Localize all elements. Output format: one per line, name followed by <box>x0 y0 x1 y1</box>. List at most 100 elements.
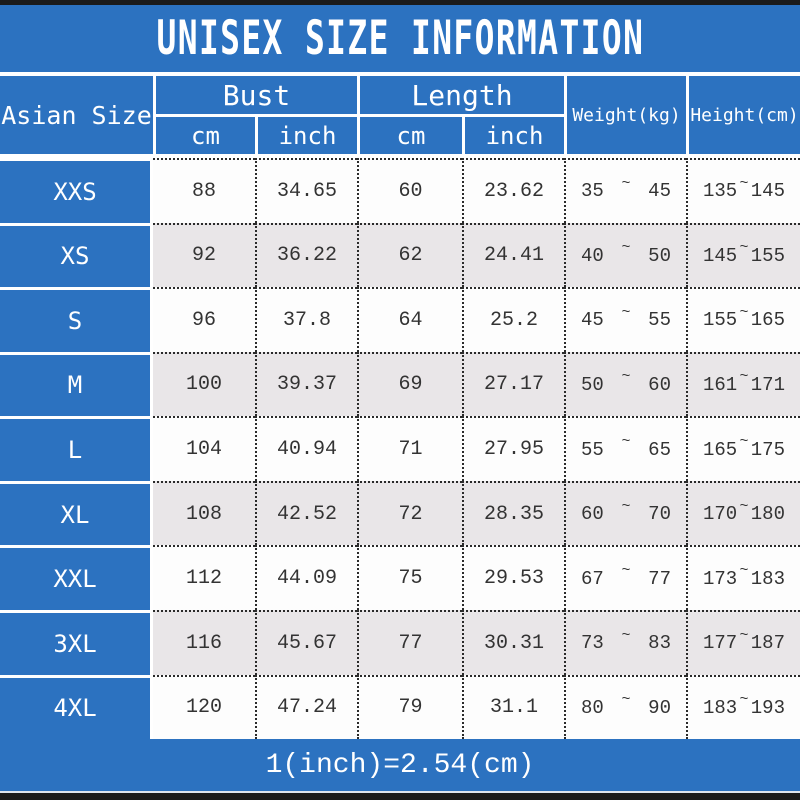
height-range-cell: 183 ~ 193 <box>686 674 800 740</box>
length-cm-cell: 71 <box>357 416 462 481</box>
height-min: 170 <box>703 503 738 526</box>
tilde-symbol: ~ <box>739 433 749 451</box>
height-max: 155 <box>750 244 785 267</box>
weight-max: 83 <box>648 632 671 655</box>
tilde-symbol: ~ <box>739 174 749 192</box>
weight-min: 45 <box>581 309 604 332</box>
height-min: 165 <box>703 438 738 461</box>
size-label-cell: XXL <box>0 545 153 610</box>
weight-max: 50 <box>648 244 671 267</box>
length-cm-cell: 79 <box>357 674 462 740</box>
tilde-symbol: ~ <box>621 239 631 257</box>
tilde-symbol: ~ <box>621 626 631 644</box>
height-min: 145 <box>703 244 738 267</box>
tilde-symbol: ~ <box>739 562 749 580</box>
size-label-cell: M <box>0 351 153 417</box>
length-cm-cell: 62 <box>357 222 462 288</box>
tilde-symbol: ~ <box>621 174 631 192</box>
tilde-symbol: ~ <box>739 626 749 644</box>
weight-min: 55 <box>581 438 604 461</box>
tilde-symbol: ~ <box>621 433 631 451</box>
height-max: 145 <box>750 180 785 203</box>
size-label-cell: XS <box>0 222 153 288</box>
header-weight-kg: Weight(kg) <box>564 76 686 154</box>
length-inch-cell: 31.1 <box>462 674 564 740</box>
length-inch-cell: 30.31 <box>462 609 564 675</box>
weight-max: 45 <box>648 180 671 203</box>
size-label-cell: S <box>0 287 153 352</box>
size-label-cell: XXS <box>0 158 153 223</box>
header-length-group: Length <box>357 76 564 117</box>
weight-range-cell: 35 ~ 45 <box>564 158 686 223</box>
weight-min: 73 <box>581 632 604 655</box>
bust-cm-cell: 108 <box>153 480 255 546</box>
table-row: M 100 39.37 69 27.17 50 ~ 60 161 ~ 171 <box>0 351 800 417</box>
table-row: L 104 40.94 71 27.95 55 ~ 65 165 ~ 175 <box>0 416 800 481</box>
height-max: 165 <box>750 309 785 332</box>
height-max: 183 <box>750 567 785 590</box>
length-cm-cell: 72 <box>357 480 462 546</box>
weight-max: 77 <box>648 567 671 590</box>
table-header: Asian Size Bust cm inch Length cm inch W… <box>0 72 800 158</box>
bust-inch-cell: 40.94 <box>255 416 357 481</box>
height-range-cell: 145 ~ 155 <box>686 222 800 288</box>
header-asian-size: Asian Size <box>1 100 152 130</box>
top-border-bar <box>0 0 800 5</box>
header-length-cm: cm <box>357 117 462 154</box>
tilde-symbol: ~ <box>621 303 631 321</box>
weight-range-cell: 67 ~ 77 <box>564 545 686 610</box>
weight-min: 40 <box>581 244 604 267</box>
weight-range-cell: 45 ~ 55 <box>564 287 686 352</box>
bust-inch-cell: 45.67 <box>255 609 357 675</box>
weight-max: 65 <box>648 438 671 461</box>
height-range-cell: 165 ~ 175 <box>686 416 800 481</box>
height-max: 193 <box>750 696 785 719</box>
bust-inch-cell: 44.09 <box>255 545 357 610</box>
length-inch-cell: 28.35 <box>462 480 564 546</box>
table-row: XL 108 42.52 72 28.35 60 ~ 70 170 ~ 180 <box>0 480 800 546</box>
height-max: 171 <box>750 373 785 396</box>
length-cm-cell: 64 <box>357 287 462 352</box>
table-row: S 96 37.8 64 25.2 45 ~ 55 155 ~ 165 <box>0 287 800 352</box>
table-row: 3XL 116 45.67 77 30.31 73 ~ 83 177 ~ 187 <box>0 609 800 675</box>
weight-min: 35 <box>581 180 604 203</box>
page-title: UNISEX SIZE INFORMATION <box>156 11 644 66</box>
bust-inch-cell: 34.65 <box>255 158 357 223</box>
tilde-symbol: ~ <box>739 303 749 321</box>
header-bust-cm: cm <box>153 117 255 154</box>
bust-inch-cell: 42.52 <box>255 480 357 546</box>
height-range-cell: 161 ~ 171 <box>686 351 800 417</box>
weight-max: 70 <box>648 503 671 526</box>
bust-cm-cell: 120 <box>153 674 255 740</box>
tilde-symbol: ~ <box>739 368 749 386</box>
table-row: 4XL 120 47.24 79 31.1 80 ~ 90 183 ~ 193 <box>0 674 800 740</box>
height-min: 173 <box>703 567 738 590</box>
tilde-symbol: ~ <box>739 239 749 257</box>
length-cm-cell: 77 <box>357 609 462 675</box>
bust-cm-cell: 104 <box>153 416 255 481</box>
height-min: 161 <box>703 373 738 396</box>
height-range-cell: 135 ~ 145 <box>686 158 800 223</box>
weight-max: 90 <box>648 696 671 719</box>
header-height-cm: Height(cm) <box>686 76 800 154</box>
tilde-symbol: ~ <box>621 562 631 580</box>
conversion-note: 1(inch)=2.54(cm) <box>265 749 535 781</box>
height-min: 135 <box>703 180 738 203</box>
header-bust-group: Bust <box>153 76 357 117</box>
length-inch-cell: 23.62 <box>462 158 564 223</box>
height-range-cell: 177 ~ 187 <box>686 609 800 675</box>
title-bar: UNISEX SIZE INFORMATION <box>0 5 800 72</box>
weight-min: 60 <box>581 503 604 526</box>
length-cm-cell: 75 <box>357 545 462 610</box>
weight-min: 80 <box>581 696 604 719</box>
length-inch-cell: 27.95 <box>462 416 564 481</box>
weight-min: 50 <box>581 373 604 396</box>
bust-cm-cell: 100 <box>153 351 255 417</box>
weight-range-cell: 50 ~ 60 <box>564 351 686 417</box>
height-min: 183 <box>703 696 738 719</box>
size-label-cell: XL <box>0 480 153 546</box>
weight-range-cell: 40 ~ 50 <box>564 222 686 288</box>
table-row: XXL 112 44.09 75 29.53 67 ~ 77 173 ~ 183 <box>0 545 800 610</box>
height-max: 187 <box>750 632 785 655</box>
